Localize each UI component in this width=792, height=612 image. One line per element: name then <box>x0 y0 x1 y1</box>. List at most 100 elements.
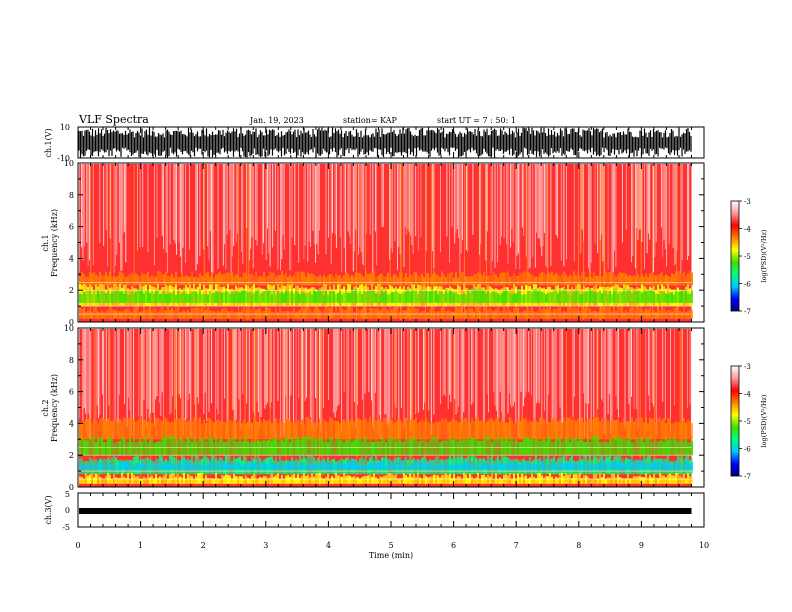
spectrogram-band-cell <box>521 311 523 319</box>
spectrogram-band-cell <box>141 311 143 319</box>
spectrogram-band-cell <box>649 455 651 475</box>
spectrogram-band-cell <box>405 310 407 319</box>
spectrogram-band-cell <box>343 464 345 470</box>
spectrogram-band-cell <box>289 292 291 303</box>
spectrogram-band-cell <box>671 475 673 484</box>
ytick-label: 2 <box>69 451 74 460</box>
spectrogram-band-cell <box>687 273 689 286</box>
spectrogram-band-cell <box>571 294 573 303</box>
spectrogram-band-cell <box>167 478 169 484</box>
spectrogram-band-cell <box>107 275 109 286</box>
spectrogram-band-cell <box>179 476 181 484</box>
spectrogram-band-cell <box>279 478 281 484</box>
spectrogram-band-cell <box>629 422 631 440</box>
spectrogram-band-cell <box>381 461 383 470</box>
spectrogram-band-cell <box>439 291 441 303</box>
spectrogram-band-cell <box>281 422 283 440</box>
spectrogram-band-cell <box>81 465 83 470</box>
spectrogram-band-cell <box>663 475 665 484</box>
spectrogram-band-cell <box>521 473 523 484</box>
spectrogram-band-cell <box>133 457 135 475</box>
spectrogram-band-cell <box>271 463 273 470</box>
spectrogram-band-cell <box>405 417 407 440</box>
spectrogram-band-cell <box>503 306 505 319</box>
spectrogram-band-cell <box>223 274 225 286</box>
spectrogram-band-cell <box>153 276 155 286</box>
spectrogram-band-cell <box>195 476 197 484</box>
spectrogram-band-cell <box>439 276 441 286</box>
spectrogram-band-cell <box>373 271 375 286</box>
spectrogram-band-cell <box>433 291 435 303</box>
spectrogram-band-cell <box>669 438 671 456</box>
spectrogram-band-cell <box>239 312 241 319</box>
spectrogram-band-cell <box>633 462 635 470</box>
spectrogram-band-cell <box>345 289 347 303</box>
spectrogram-band-cell <box>321 312 323 319</box>
spectrogram-band-cell <box>577 308 579 319</box>
ytick-label: 4 <box>69 254 74 263</box>
spectrogram-band-cell <box>485 293 487 303</box>
ch2-spectrogram-ylabel-frequency: Frequency (kHz) <box>50 374 59 442</box>
spectrogram-band-cell <box>575 437 577 456</box>
spectrogram-band-cell <box>177 306 179 319</box>
spectrogram-band-cell <box>583 475 585 484</box>
spectrogram-band-cell <box>645 291 647 303</box>
spectrogram-band-cell <box>407 421 409 440</box>
spectrogram-band-cell <box>635 418 637 440</box>
spectrogram-band-cell <box>421 273 423 286</box>
spectrogram-band-cell <box>599 472 601 484</box>
spectrogram-band-cell <box>355 438 357 456</box>
ch1-spectrogram-ticks <box>77 162 705 323</box>
spectrogram-band-cell <box>563 311 565 319</box>
spectrogram-band-cell <box>337 475 339 484</box>
spectrogram-band-cell <box>177 418 179 440</box>
spectrogram-band-cell <box>103 478 105 484</box>
spectrogram-band-cell <box>147 442 149 456</box>
spectrogram-band-cell <box>265 421 267 440</box>
spectrogram-band-cell <box>173 277 175 286</box>
spectrogram-band-cell <box>95 441 97 456</box>
spectrogram-band-cell <box>281 271 283 286</box>
spectrogram-band-cell <box>161 438 163 456</box>
spectrogram-band-cell <box>161 293 163 303</box>
spectrogram-band-cell <box>497 417 499 440</box>
spectrogram-band-cell <box>351 460 353 470</box>
spectrogram-band-cell <box>217 465 219 470</box>
spectrogram-band-cell <box>429 462 431 470</box>
spectrogram-band-cell <box>423 460 425 470</box>
spectrogram-band-cell <box>305 436 307 456</box>
spectrogram-band-cell <box>677 441 679 456</box>
spectrogram-band-cell <box>637 437 639 456</box>
spectrogram-band-cell <box>197 419 199 440</box>
spectrogram-band-cell <box>409 465 411 470</box>
spectrogram-band-cell <box>475 417 477 440</box>
spectrogram-band-cell <box>621 421 623 440</box>
spectrogram-band-cell <box>145 274 147 286</box>
spectrogram-band-cell <box>173 436 175 456</box>
spectrogram-band-cell <box>367 312 369 319</box>
spectrogram-band-cell <box>307 292 309 303</box>
spectrogram-band-cell <box>371 476 373 484</box>
spectrogram-band-cell <box>553 441 555 456</box>
spectrogram-band-cell <box>345 463 347 470</box>
spectrogram-band-cell <box>101 274 103 286</box>
spectrogram-band-cell <box>435 311 437 319</box>
spectrogram-band-cell <box>193 437 195 456</box>
spectrogram-band-cell <box>219 479 221 484</box>
spectrogram-band-cell <box>531 274 533 286</box>
spectrogram-band-cell <box>593 436 595 456</box>
spectrogram-band-cell <box>165 473 167 484</box>
spectrogram-band-cell <box>615 477 617 484</box>
spectrogram-band-cell <box>549 436 551 456</box>
spectrogram-band-cell <box>691 440 693 456</box>
spectrogram-band-cell <box>395 422 397 440</box>
spectrogram-band-cell <box>479 421 481 440</box>
spectrogram-band-cell <box>315 306 317 319</box>
spectrogram-band-cell <box>407 277 409 286</box>
spectrogram-band-cell <box>655 440 657 456</box>
spectrogram-band-cell <box>467 289 469 303</box>
spectrogram-band-cell <box>429 277 431 286</box>
spectrogram-band-cell <box>519 272 521 286</box>
spectrogram-band-cell <box>557 477 559 484</box>
